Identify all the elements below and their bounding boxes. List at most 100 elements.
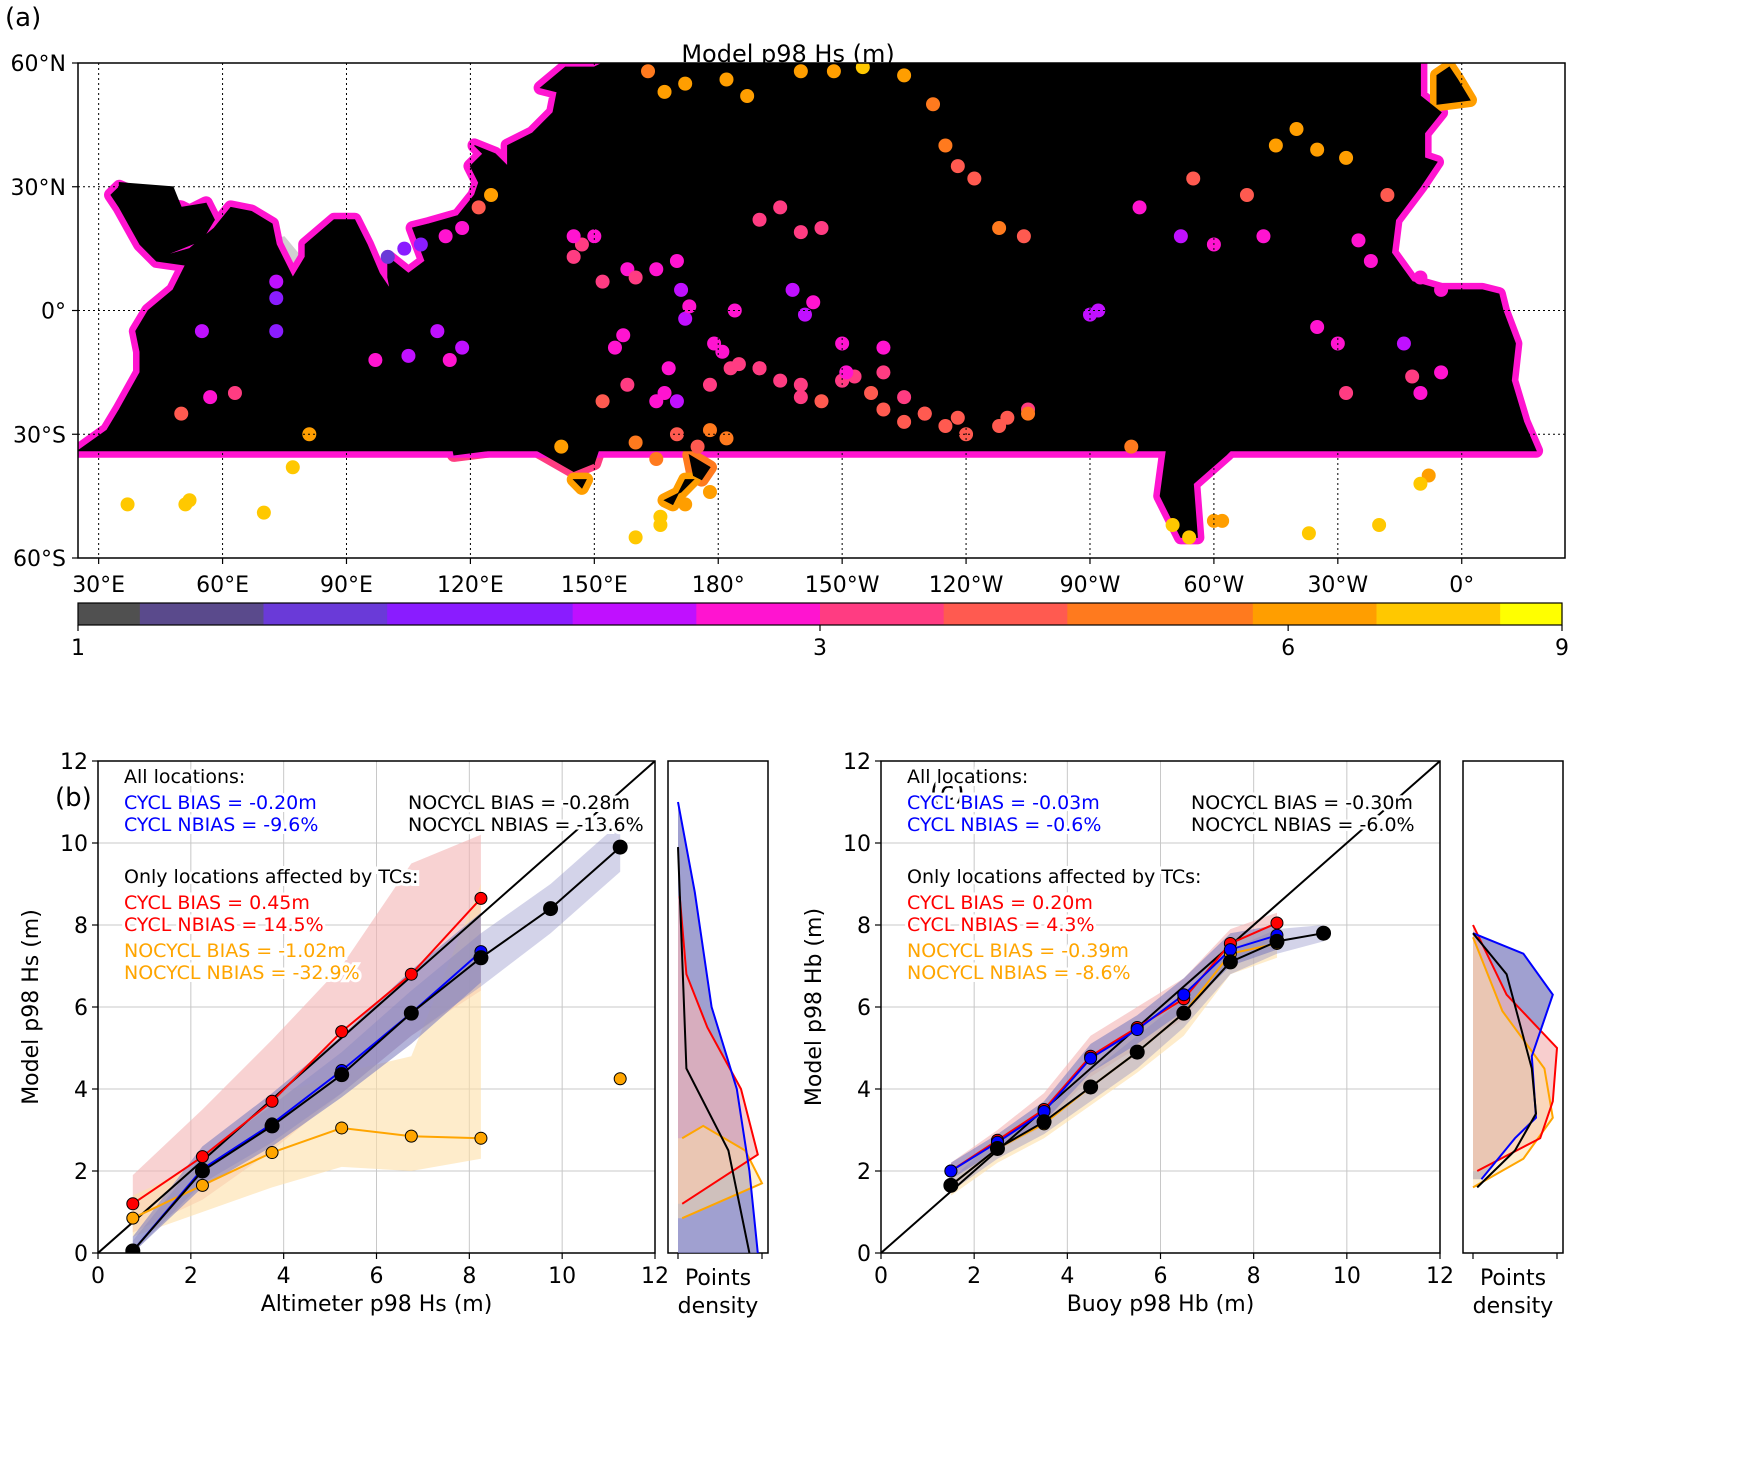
colorbar-segment xyxy=(881,603,945,625)
colorbar-segment xyxy=(1314,603,1378,625)
hs-point xyxy=(674,282,689,297)
xtick-label: 8 xyxy=(1247,1264,1261,1289)
hs-point xyxy=(649,262,664,277)
density-line-nocycl_tc xyxy=(681,1124,764,1220)
series-point xyxy=(1269,933,1285,949)
colorbar-segment xyxy=(1067,603,1130,625)
hs-point xyxy=(203,390,218,405)
hs-point xyxy=(1351,233,1366,248)
density-line-nocycl xyxy=(1472,932,1538,1189)
ytick-label: 2 xyxy=(857,1160,871,1185)
map-xtick-label: 60°E xyxy=(196,573,249,598)
hs-point xyxy=(1310,320,1325,334)
series-point xyxy=(473,950,489,966)
annotation-text: CYCL BIAS = -0.03m xyxy=(907,792,1100,814)
xtick-label: 2 xyxy=(967,1264,981,1289)
map-xtick-label: 150°W xyxy=(805,573,880,598)
hs-point xyxy=(1363,254,1378,268)
hs-point xyxy=(702,485,717,499)
hs-point xyxy=(649,394,664,409)
series-point xyxy=(989,1140,1005,1156)
y-axis-label: Model p98 Hs (m) xyxy=(19,909,44,1105)
series-point xyxy=(943,1177,959,1193)
map-ytick-label: 30°S xyxy=(13,423,66,448)
series-line xyxy=(950,934,1278,1172)
map-xtick-label: 90°E xyxy=(320,573,373,598)
hs-point xyxy=(1310,142,1325,157)
map-ytick-label: 30°N xyxy=(11,176,66,201)
hs-point xyxy=(455,340,470,355)
one-to-one-line xyxy=(881,761,1440,1253)
ytick-label: 12 xyxy=(60,750,88,775)
hs-point xyxy=(628,270,643,285)
hs-point xyxy=(1396,336,1411,351)
series-point xyxy=(404,1129,418,1143)
xtick-label: 0 xyxy=(874,1264,888,1289)
x-axis-label: Buoy p98 Hb (m) xyxy=(1067,1292,1255,1317)
series-point xyxy=(543,901,559,917)
ytick-label: 8 xyxy=(74,914,88,939)
hs-point xyxy=(1016,229,1031,244)
xtick-label: 10 xyxy=(1333,1264,1361,1289)
series-point xyxy=(265,1094,279,1108)
series-point xyxy=(125,1243,141,1253)
hs-point xyxy=(950,159,965,174)
colorbar-tick-label: 3 xyxy=(813,636,827,661)
hs-point xyxy=(814,394,829,409)
hs-point xyxy=(285,460,300,475)
scatter-panel-c: 0 2 4 6 8 10 12 0 2 4 6 8 10 12 Buoy p98 Hb (m) Model p… xyxy=(802,750,1454,1317)
density-line-nocycl xyxy=(677,847,751,1253)
hs-point xyxy=(1413,386,1428,400)
series-point xyxy=(474,1131,488,1145)
colorbar-segment xyxy=(449,603,512,625)
annotation-text: CYCL NBIAS = 14.5% xyxy=(124,914,324,936)
hs-point xyxy=(661,361,676,376)
hs-point xyxy=(773,200,788,215)
uncertainty-band xyxy=(950,925,1277,1180)
hs-point xyxy=(1124,439,1139,454)
y-axis-label: Model p98 Hb (m) xyxy=(802,908,827,1106)
annotation-text: CYCL BIAS = -0.20m xyxy=(124,792,317,814)
panel-label-c: (c) xyxy=(930,777,965,807)
annotation-text: Only locations affected by TCs: xyxy=(907,866,1201,888)
panel-label-a: (a) xyxy=(5,3,41,33)
hs-point xyxy=(120,497,135,512)
plot-area xyxy=(881,761,1440,1253)
xtick-label: 2 xyxy=(184,1264,198,1289)
hs-point xyxy=(1215,513,1230,528)
xtick-label: 4 xyxy=(277,1264,291,1289)
hs-point xyxy=(669,427,684,442)
hs-point xyxy=(227,386,242,400)
series-point xyxy=(335,1025,349,1039)
hs-point xyxy=(595,274,610,289)
panel-label-b: (b) xyxy=(55,783,92,813)
series-point xyxy=(1036,1114,1052,1130)
hs-point xyxy=(926,97,941,112)
hs-point xyxy=(876,340,891,355)
land-nz-south xyxy=(663,479,695,506)
hs-point xyxy=(430,324,445,339)
annotation-text: NOCYCL NBIAS = -32.9% xyxy=(124,962,360,984)
hs-point xyxy=(950,410,965,425)
series-point xyxy=(126,1197,140,1211)
uncertainty-band xyxy=(132,912,481,1253)
annotation-text: All locations: xyxy=(124,766,245,788)
hs-point xyxy=(554,439,569,454)
density-line-nocycl_tc xyxy=(1472,936,1554,1189)
land-japan xyxy=(511,124,575,184)
hs-point xyxy=(992,419,1007,433)
ytick-label: 4 xyxy=(857,1078,871,1103)
hs-point xyxy=(587,229,602,244)
map-xtick-label: 120°W xyxy=(929,573,1004,598)
colorbar-segment xyxy=(758,603,821,625)
plot-area xyxy=(98,761,655,1253)
colorbar-segment xyxy=(510,603,574,625)
ytick-label: 0 xyxy=(857,1242,871,1267)
hs-point xyxy=(1132,200,1147,215)
annotation-text: CYCL NBIAS = -0.6% xyxy=(907,814,1101,836)
annotation-text: NOCYCL BIAS = -0.28m xyxy=(408,792,630,814)
xtick-label: 12 xyxy=(1426,1264,1454,1289)
density-area xyxy=(1472,924,1559,1189)
series-point xyxy=(335,1121,349,1135)
